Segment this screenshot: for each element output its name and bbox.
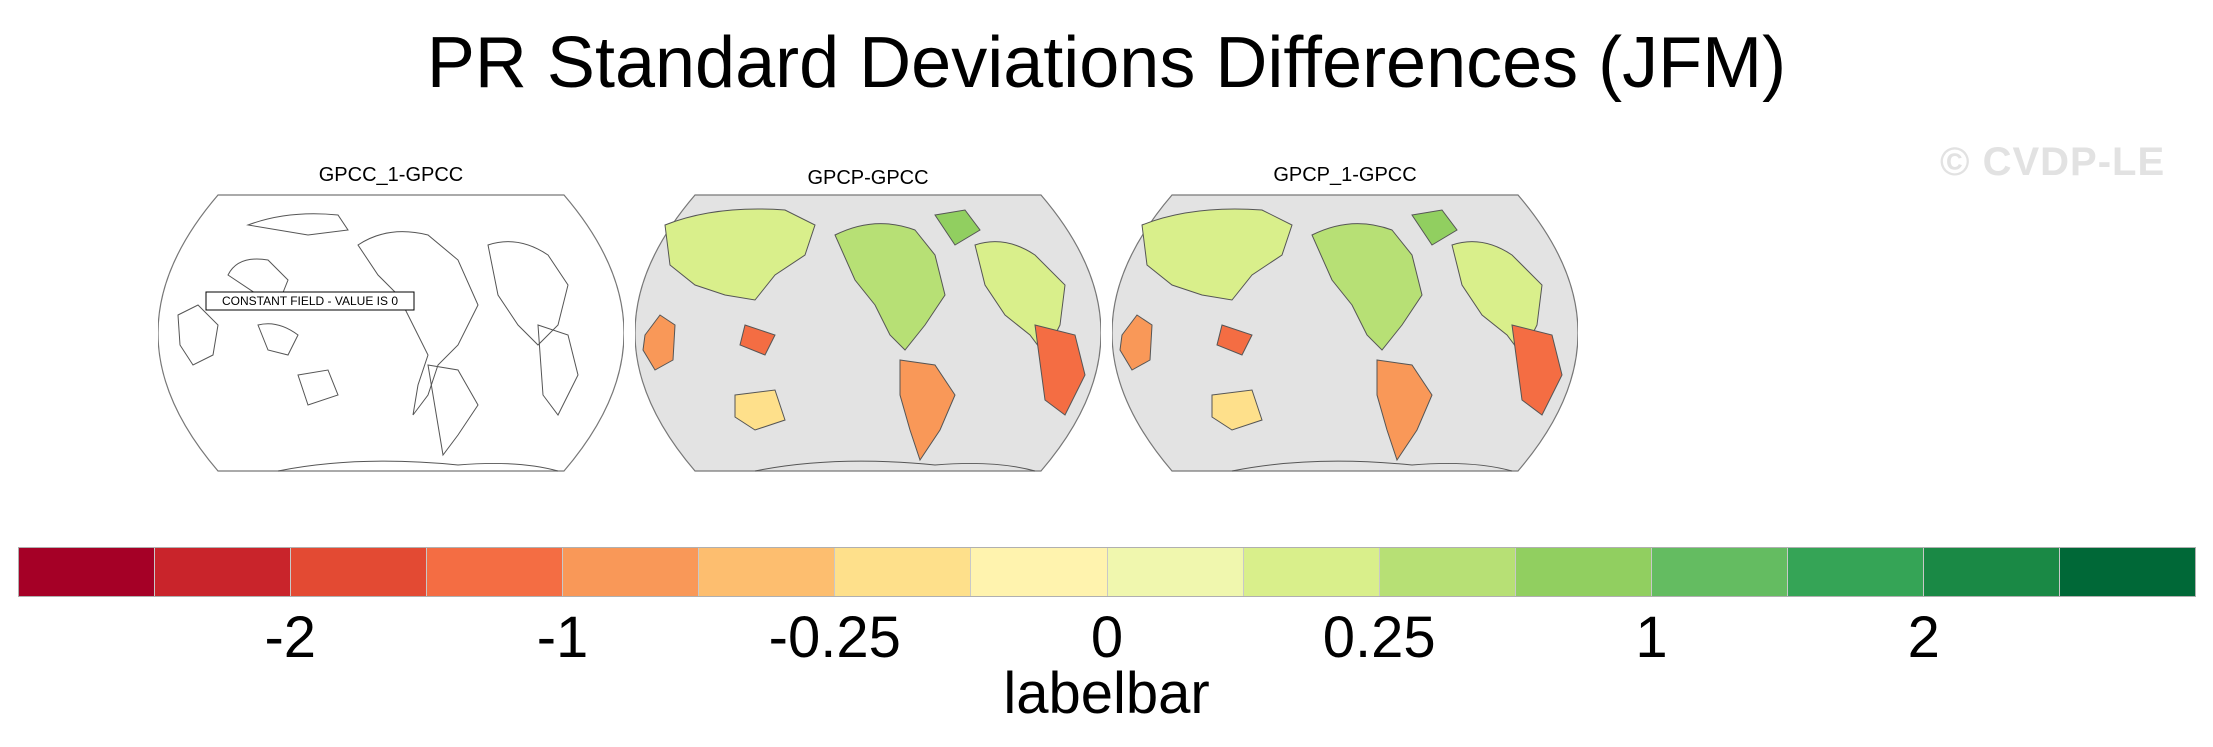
colorbar-swatch-3 bbox=[291, 548, 428, 596]
panel-title-3: GPCP_1-GPCC bbox=[1273, 164, 1417, 186]
colorbar-tick-label: 1 bbox=[1635, 605, 1668, 670]
colorbar-swatch-14 bbox=[1787, 548, 1924, 596]
colorbar-swatch-15 bbox=[1923, 548, 2060, 596]
svg-text:CONSTANT FIELD - VALUE IS 0: CONSTANT FIELD - VALUE IS 0 bbox=[222, 294, 398, 308]
figure-title: PR Standard Deviations Differences (JFM) bbox=[426, 23, 1787, 103]
land-fill bbox=[1119, 208, 1563, 472]
colorbar-tick-label: 0 bbox=[1090, 605, 1124, 670]
colorbar-tick-label: 0.25 bbox=[1322, 605, 1436, 670]
colorbar-swatch-11 bbox=[1379, 548, 1516, 596]
colorbar-swatch-7 bbox=[835, 548, 972, 596]
map-panel-2 bbox=[635, 194, 1101, 472]
colorbar-tick-label: -0.25 bbox=[768, 605, 901, 670]
colorbar-label: labelbar bbox=[1003, 661, 1210, 726]
panel-title-2: GPCP-GPCC bbox=[807, 167, 929, 189]
map-outline bbox=[158, 194, 624, 472]
map-panel-1: CONSTANT FIELD - VALUE IS 0 bbox=[158, 194, 624, 472]
constant-field-note: CONSTANT FIELD - VALUE IS 0 bbox=[205, 291, 415, 311]
coastlines bbox=[177, 213, 579, 472]
colorbar-swatch-2 bbox=[155, 548, 292, 596]
colorbar-swatch-4 bbox=[427, 548, 564, 596]
colorbar-swatch-10 bbox=[1243, 548, 1380, 596]
panel-title-1: GPCC_1-GPCC bbox=[318, 164, 464, 186]
colorbar-tick-label: -1 bbox=[536, 605, 589, 670]
colorbar-swatch-6 bbox=[699, 548, 836, 596]
colorbar-tick-label: 2 bbox=[1907, 605, 1940, 670]
land-fill bbox=[642, 208, 1086, 472]
watermark: © CVDP-LE bbox=[1940, 140, 2166, 184]
colorbar-swatch-1 bbox=[19, 548, 156, 596]
colorbar-swatch-8 bbox=[971, 548, 1108, 596]
colorbar-tick-label: -2 bbox=[264, 605, 317, 670]
map-panel-3 bbox=[1112, 194, 1578, 472]
colorbar-swatch-16 bbox=[2059, 548, 2195, 596]
colorbar-swatch-9 bbox=[1107, 548, 1244, 596]
colorbar-swatch-5 bbox=[563, 548, 700, 596]
colorbar-swatch-12 bbox=[1515, 548, 1652, 596]
colorbar-swatch-13 bbox=[1651, 548, 1788, 596]
colorbar bbox=[18, 547, 2196, 597]
